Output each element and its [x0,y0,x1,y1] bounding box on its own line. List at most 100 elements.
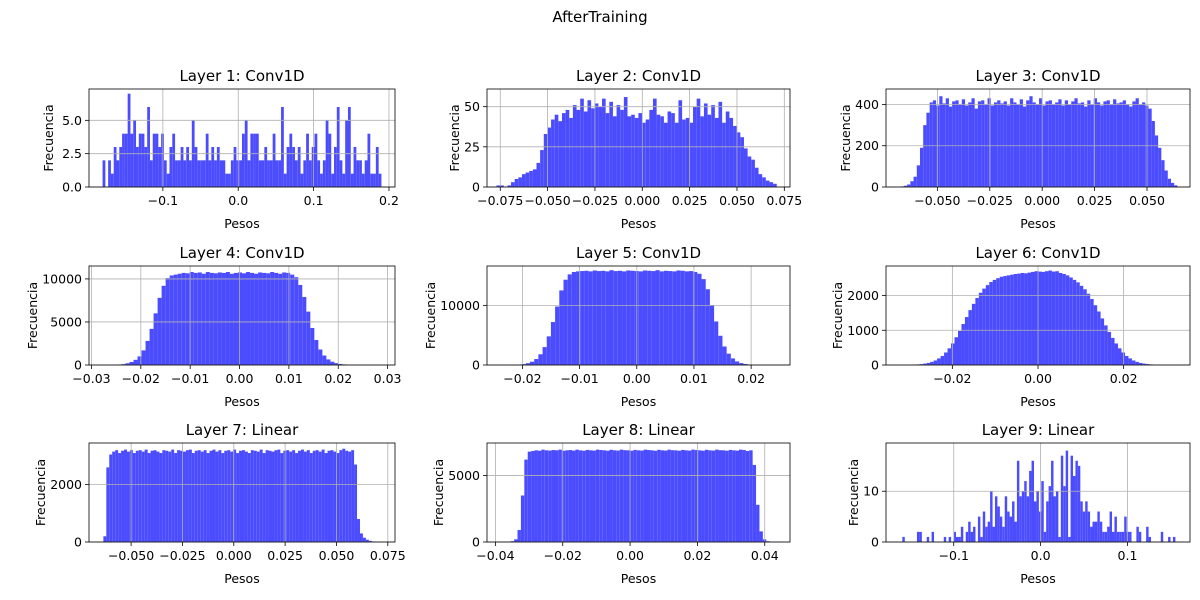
histogram-bar [315,450,319,542]
histogram-bar [124,133,128,187]
histogram-bar [127,93,131,187]
histogram-bar [1029,470,1032,542]
histogram-bar [1099,521,1103,542]
histogram-bar [985,285,990,365]
histogram-bar [297,147,301,187]
histogram-bar [684,271,689,365]
histogram-bar [308,160,312,187]
histogram-bar [300,173,304,187]
histogram-bar [1093,305,1098,365]
histogram-bar [701,450,705,542]
x-tick-label: 0.01 [680,371,708,386]
x-tick-label: 0.0 [228,193,248,208]
histogram-bar [1138,362,1143,365]
histogram-bar [507,185,512,187]
histogram-bar [1135,361,1139,365]
histogram-bar [1014,521,1017,542]
histogram-bar [174,453,178,542]
histogram-bar [378,173,382,187]
histogram-bar [286,272,291,365]
histogram-bar [1013,102,1017,187]
histogram-bar [1136,526,1139,542]
histogram-bar [725,450,729,542]
histogram-bar [982,511,986,542]
histogram-bar [314,340,319,365]
x-tick-label: 0.0 [1031,548,1051,563]
histogram-bar [1034,271,1038,365]
histogram-bar [1142,102,1146,187]
histogram-bar [205,272,210,365]
histogram-bar [270,272,275,365]
x-tick-label: 0.04 [751,548,779,563]
histogram-bar [1124,516,1127,542]
histogram-bar [592,450,596,542]
histogram-bar [551,119,555,187]
histogram-bar [990,491,993,542]
histogram-bar [728,449,733,542]
histogram-bar [159,453,163,542]
y-tick-label: 0 [871,180,879,195]
histogram-bar [525,363,530,365]
histogram-bar [1154,135,1159,187]
panel-7: −0.050 −0.025 0.000 0.025 0.050 0.075 0 2000 Lay… [33,421,406,586]
panel-3: −0.050 −0.025 0.000 0.025 0.050 0 200 400 Layer … [838,67,1191,231]
histogram-bar [736,132,741,187]
histogram-bar [947,348,952,365]
histogram-bar [907,184,911,187]
x-tick-label: 0.00 [226,371,254,386]
histogram-bar [1075,460,1078,542]
histogram-bar [221,272,226,365]
histogram-bar [1055,271,1059,365]
histogram-bar [1016,460,1020,542]
histogram-bar [292,450,296,542]
histogram-bar [229,273,234,365]
histogram-bar [711,450,716,542]
histogram-bar [130,133,134,187]
histogram-bar [1128,358,1132,365]
x-tick-label: −0.050 [108,548,154,563]
histogram-bar [133,359,138,365]
histogram-bar [1032,102,1036,187]
y-tick-label: 0 [871,535,879,550]
histogram-bar [300,449,304,542]
histogram-bar [306,450,310,542]
histogram-bar [697,273,702,365]
histogram-bar [1024,481,1027,542]
histogram-bar [973,526,976,542]
histogram-bar [616,450,620,542]
histogram-bar [538,354,543,365]
histogram-bar [1097,511,1100,542]
y-tick-label: 2000 [847,288,879,303]
histogram-bar [1038,511,1042,542]
histogram-bar [292,147,295,187]
histogram-bar [1041,481,1044,542]
y-axis-label: Frecuencia [830,282,845,349]
histogram-bar [1113,99,1117,187]
histogram-bar [1029,96,1033,187]
histogram-bar [246,272,251,365]
panel-title: Layer 9: Linear [982,421,1095,439]
histogram-bar [138,450,142,542]
histogram-bar [208,160,212,187]
x-tick-label: 0.02 [683,548,711,563]
histogram-bar [1119,102,1123,187]
histogram-bar [102,160,106,187]
histogram-bar [286,147,290,187]
histogram-bar [703,103,708,187]
histogram-bar [141,350,146,365]
histogram-bar [1074,98,1078,187]
histogram-bar [977,101,982,187]
histogram-bar [177,160,181,187]
histogram-bar [121,450,125,542]
histogram-bar [620,109,624,187]
histogram-bar [1080,501,1083,542]
histogram-bar [580,271,585,365]
histogram-bar [1003,276,1007,365]
histogram-bar [754,167,759,187]
histogram-bar [926,362,931,365]
y-tick-label: 2000 [50,477,82,492]
histogram-bar [623,97,628,187]
histogram-bar [1129,531,1132,542]
histogram-bar [554,450,559,542]
